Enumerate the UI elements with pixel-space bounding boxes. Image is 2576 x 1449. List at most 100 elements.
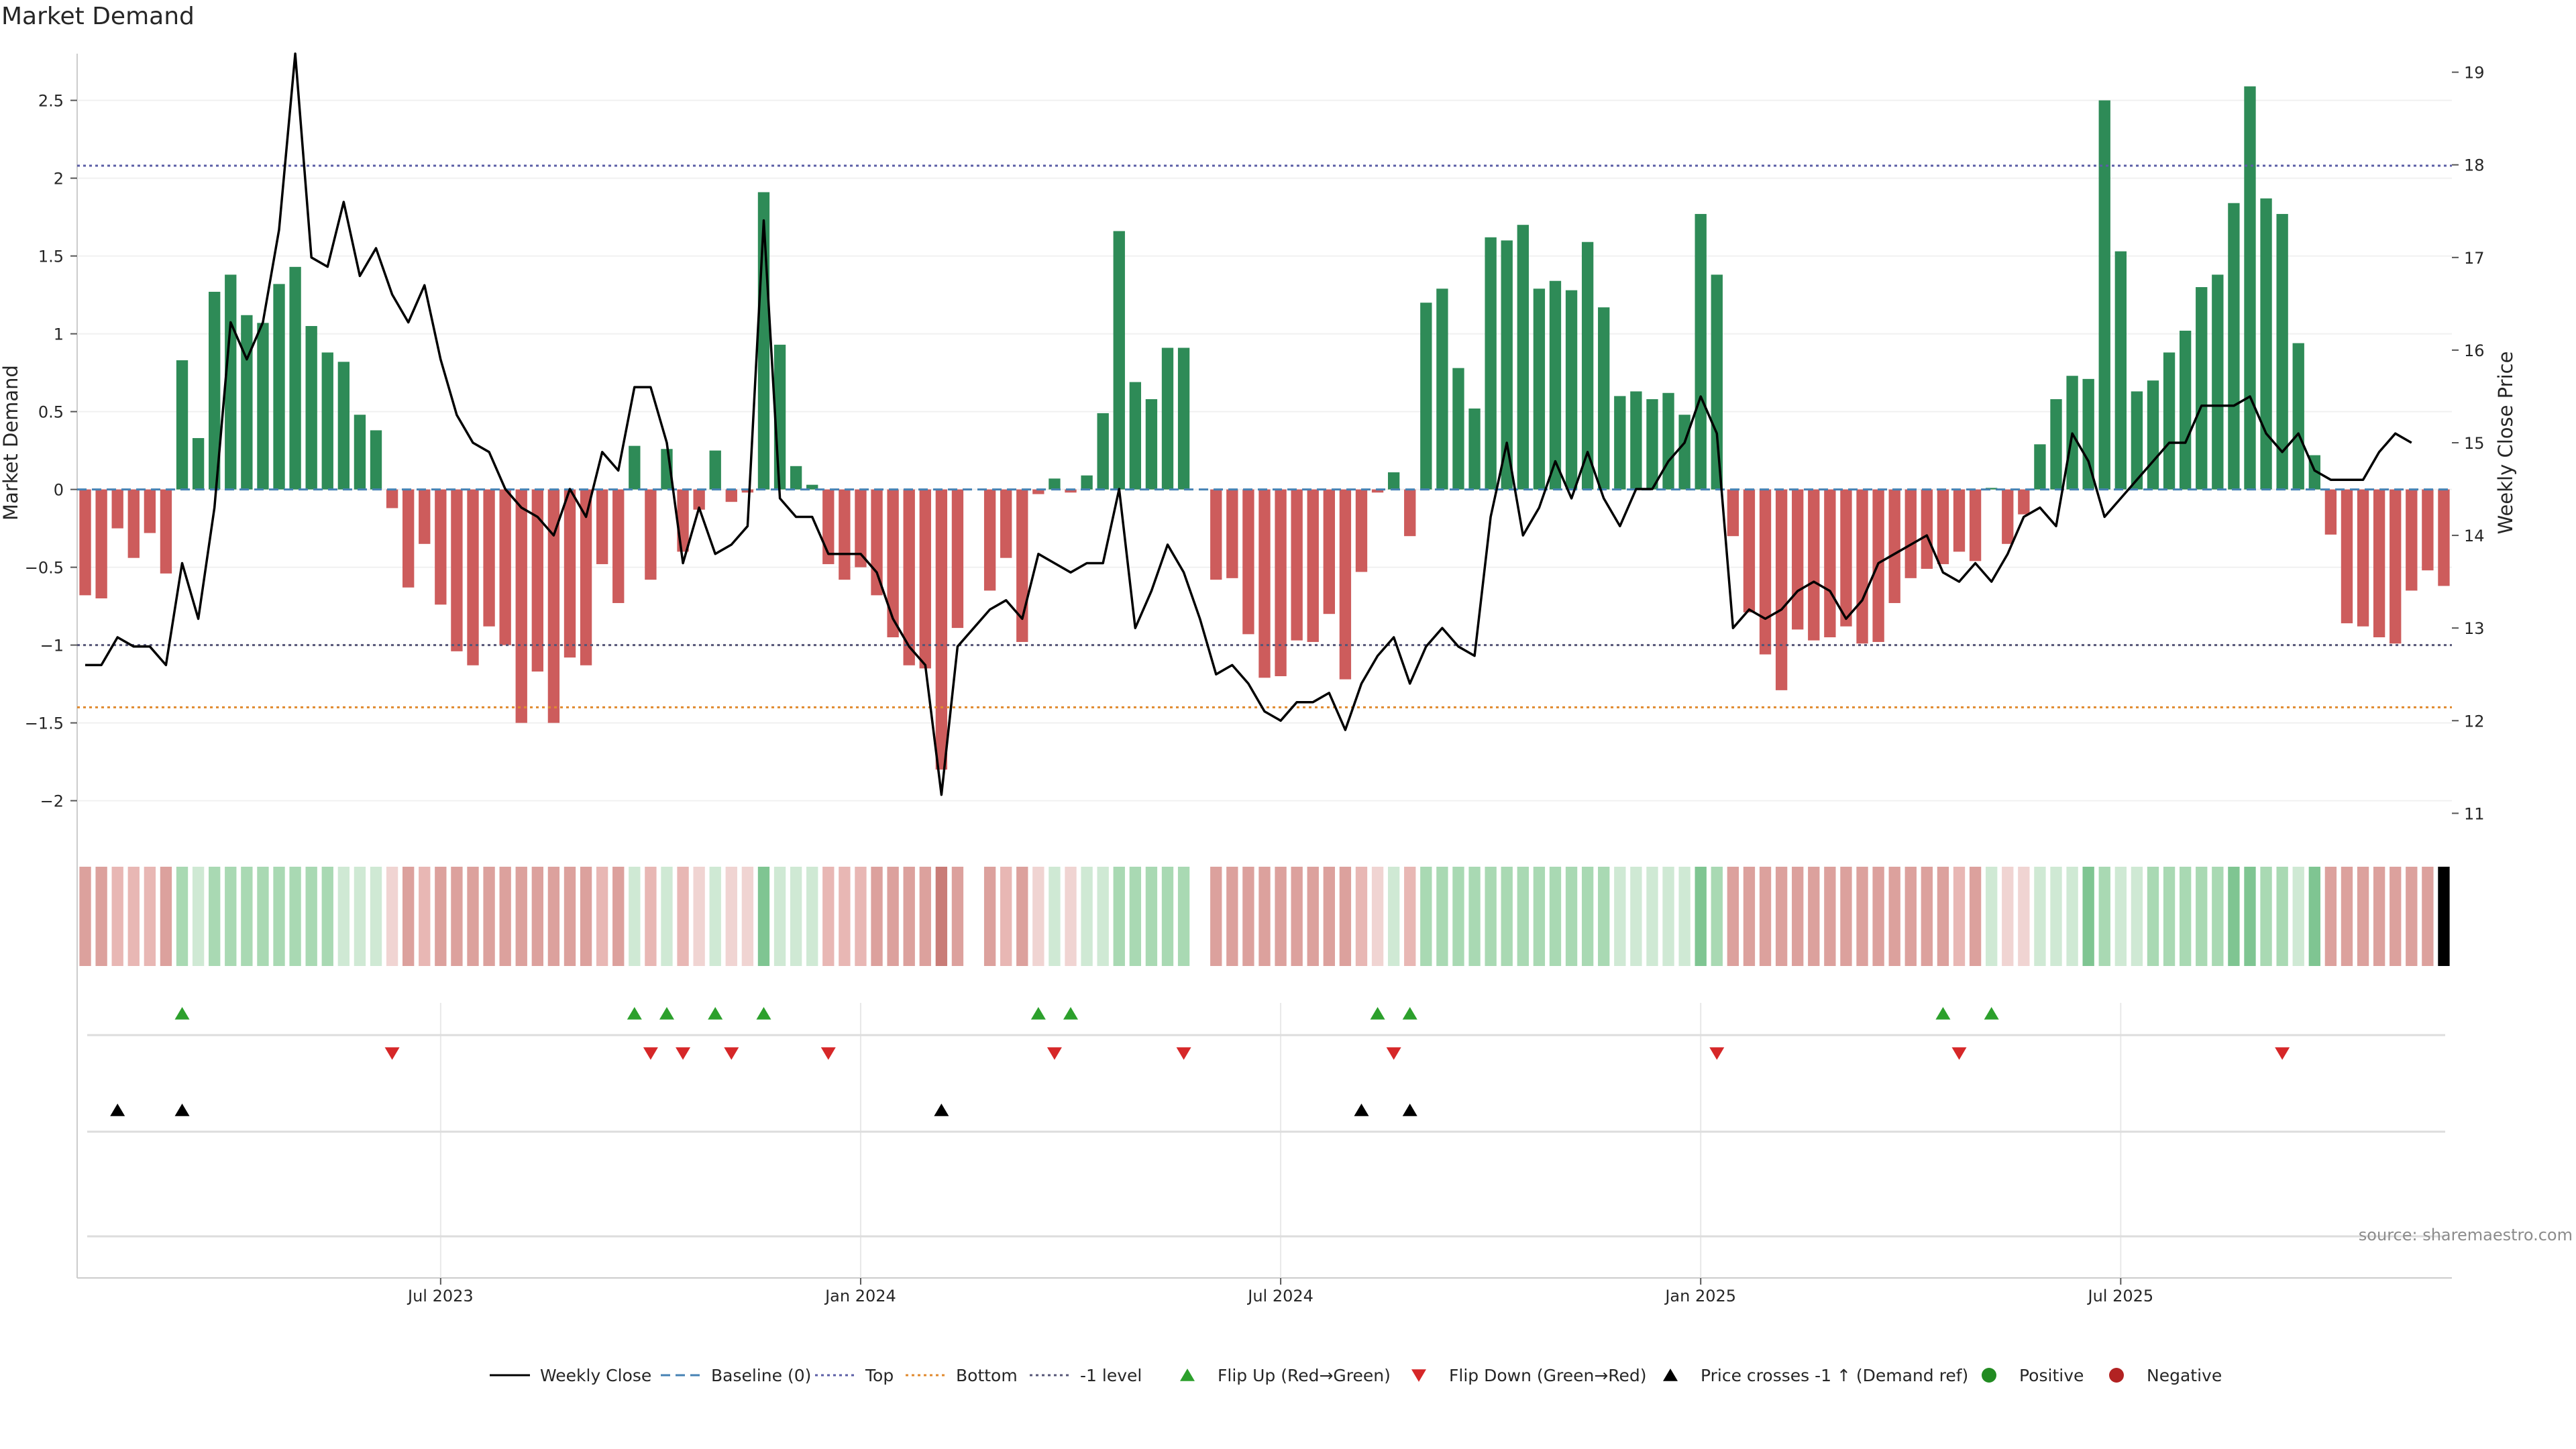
negative-bar <box>515 489 527 723</box>
heat-cell <box>483 867 495 966</box>
heat-cell <box>2131 867 2143 966</box>
positive-bar <box>1501 240 1513 490</box>
heat-cell <box>1371 867 1384 966</box>
flip-up-marker <box>1370 1007 1385 1020</box>
heat-cell <box>1904 867 1917 966</box>
negative-bar <box>2422 489 2434 571</box>
legend-label: Price crosses -1 ↑ (Demand ref) <box>1701 1366 1968 1385</box>
heat-cell <box>289 867 301 966</box>
heat-cell <box>1242 867 1254 966</box>
negative-bar <box>467 489 479 665</box>
positive-bar <box>790 466 802 490</box>
heat-cell <box>1258 867 1271 966</box>
negative-bar <box>1355 489 1368 572</box>
flip-down-marker <box>1386 1047 1401 1060</box>
heat-cell <box>273 867 285 966</box>
negative-bar <box>935 489 948 770</box>
heat-cell <box>1129 867 1142 966</box>
negative-bar <box>2373 489 2385 637</box>
legend-label: Positive <box>2019 1366 2084 1385</box>
x-tick-label: Jul 2024 <box>1246 1287 1313 1305</box>
heat-cell <box>661 867 673 966</box>
heat-cell <box>1630 867 1642 966</box>
negative-bar <box>1792 489 1804 630</box>
heat-cell <box>1404 867 1416 966</box>
negative-bar <box>855 489 867 568</box>
heat-cell <box>2341 867 2353 966</box>
heat-cell <box>1032 867 1044 966</box>
heat-cell <box>1323 867 1335 966</box>
positive-bar <box>1581 241 1594 490</box>
flip-up-marker <box>1935 1007 1951 1020</box>
negative-bar <box>2018 489 2030 515</box>
heat-cell <box>1533 867 1546 966</box>
y-tick-label: 1.5 <box>38 248 64 266</box>
negative-bar <box>386 489 398 508</box>
negative-bar <box>1242 489 1254 635</box>
heat-cell <box>2357 867 2369 966</box>
heat-cell <box>855 867 867 966</box>
negative-bar <box>1808 489 1820 641</box>
negative-bar <box>1921 489 1933 569</box>
negative-bar <box>2341 489 2353 624</box>
x-tick-label: Jul 2025 <box>2086 1287 2153 1305</box>
heat-cell <box>1468 867 1481 966</box>
heat-cell <box>1049 867 1061 966</box>
negative-bar <box>1759 489 1772 655</box>
positive-bar <box>1145 399 1158 490</box>
negative-bar <box>2324 489 2337 535</box>
negative-bar <box>1291 489 1303 641</box>
heat-cell <box>1065 867 1077 966</box>
positive-bar <box>1711 274 1723 490</box>
negative-bar <box>2438 489 2450 586</box>
negative-bar <box>144 489 156 533</box>
positive-bar <box>1646 399 1658 490</box>
heat-cell <box>1113 867 1125 966</box>
negative-bar <box>1824 489 1836 637</box>
flip-up-marker <box>1030 1007 1046 1020</box>
negative-bar <box>1953 489 1966 552</box>
legend-label: Flip Down (Green→Red) <box>1449 1366 1647 1385</box>
positive-bar <box>709 450 721 490</box>
positive-bar <box>1678 415 1690 490</box>
negative-bar <box>983 489 996 591</box>
heat-cell <box>1145 867 1158 966</box>
positive-bar <box>1177 347 1190 490</box>
positive-bar <box>2260 198 2272 490</box>
heat-cell <box>176 867 189 966</box>
heat-cell <box>1355 867 1368 966</box>
negative-bar <box>951 489 964 629</box>
heat-cell <box>741 867 754 966</box>
heat-cell <box>451 867 463 966</box>
heat-cell <box>725 867 737 966</box>
negative-bar <box>725 489 737 502</box>
negative-bar <box>1032 489 1044 494</box>
positive-bar <box>2196 287 2208 490</box>
heat-cell <box>1420 867 1432 966</box>
heat-cell <box>2179 867 2192 966</box>
legend-label: Flip Up (Red→Green) <box>1218 1366 1391 1385</box>
heat-cell <box>1953 867 1966 966</box>
heat-cell <box>1436 867 1448 966</box>
positive-bar <box>1565 290 1578 490</box>
weekly-close-line <box>85 52 2412 796</box>
negative-bar <box>160 489 172 574</box>
positive-bar <box>241 315 253 490</box>
positive-bar <box>1485 237 1497 490</box>
heat-cell <box>1808 867 1820 966</box>
heat-cell <box>370 867 382 966</box>
positive-bar <box>1630 391 1642 490</box>
y-tick-label: 2.5 <box>38 92 64 111</box>
heat-cell <box>1662 867 1674 966</box>
positive-bar <box>1113 231 1125 490</box>
heat-cell <box>127 867 140 966</box>
heat-cell <box>1646 867 1658 966</box>
heat-cell <box>1275 867 1287 966</box>
y2-tick-label: 15 <box>2464 434 2485 453</box>
y2-tick-label: 18 <box>2464 156 2485 175</box>
heat-cell <box>2034 867 2046 966</box>
heat-cell <box>1291 867 1303 966</box>
negative-bar <box>499 489 511 645</box>
heat-cell <box>1081 867 1093 966</box>
